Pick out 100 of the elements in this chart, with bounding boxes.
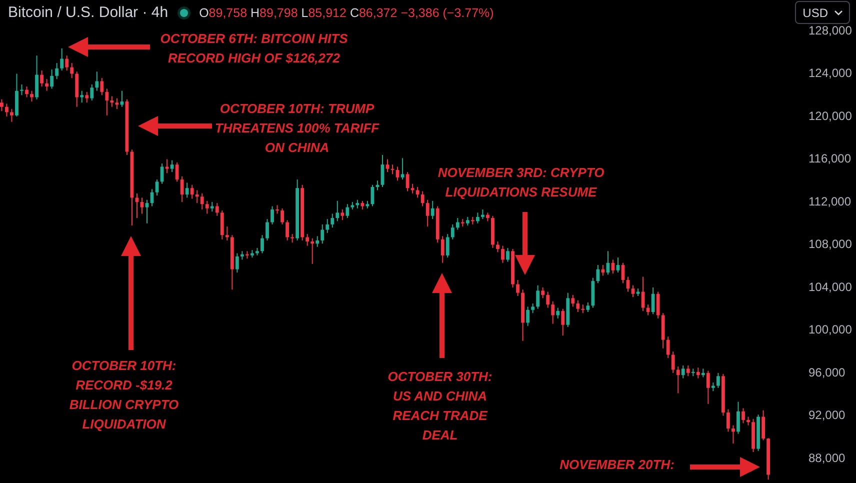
candlestick	[316, 236, 320, 248]
candlestick	[55, 62, 59, 80]
y-tick-label: 128,000	[808, 23, 852, 38]
candlestick	[641, 276, 645, 312]
candlestick	[716, 372, 720, 388]
y-tick-label: 96,000	[808, 365, 846, 380]
candlestick	[70, 62, 74, 79]
candlestick	[346, 204, 350, 218]
candlestick	[586, 302, 590, 313]
annotation: OCTOBER 10TH: TRUMP THREATENS 100% TARIFF ON CHINA	[214, 101, 380, 155]
candlestick	[225, 226, 229, 241]
candlestick	[5, 103, 8, 117]
y-axis-title: USD	[802, 6, 828, 20]
candlestick	[45, 78, 48, 92]
candlestick	[205, 200, 209, 214]
candlestick	[30, 90, 34, 102]
annotation: OCTOBER 10TH: RECORD -$19.2 BILLION CRYPTO LIQUIDATION	[69, 358, 179, 432]
candlestick	[420, 190, 424, 207]
candlestick	[481, 208, 484, 220]
candlestick	[60, 48, 64, 72]
candlestick	[145, 199, 149, 224]
candlestick	[170, 160, 174, 173]
y-tick-label: 88,000	[808, 450, 846, 465]
candlestick	[456, 217, 460, 230]
candlestick	[696, 367, 700, 379]
candlestick	[410, 183, 414, 194]
candlestick	[185, 182, 189, 198]
candlestick	[215, 202, 219, 216]
candlestick	[616, 257, 620, 273]
candlestick	[135, 192, 139, 218]
candlestick	[0, 98, 4, 112]
candlestick	[556, 307, 560, 319]
annotation: OCTOBER 6TH: BITCOIN HITS RECORD HIGH OF $126,272	[160, 31, 348, 66]
candlestick	[446, 234, 450, 258]
candlestick	[516, 279, 520, 296]
candlestick	[336, 200, 340, 222]
y-tick-label: 104,000	[808, 280, 852, 294]
candlestick	[726, 408, 730, 432]
candlestick	[180, 176, 184, 202]
candlestick	[762, 410, 765, 441]
candlestick	[175, 162, 179, 182]
candlestick	[601, 264, 605, 276]
candlestick	[400, 158, 404, 180]
y-tick-label: 100,000	[808, 322, 852, 337]
candlestick	[501, 245, 504, 264]
candlestick	[576, 300, 580, 313]
candlestick	[706, 370, 710, 404]
candlestick	[571, 294, 575, 308]
candlestick	[506, 247, 510, 262]
chart-title: Bitcoin / U.S. Dollar · 4h	[8, 4, 168, 21]
candlestick	[681, 364, 685, 379]
annotation: OCTOBER 30TH: US AND CHINA REACH TRADE DEAL	[388, 369, 492, 442]
candlestick	[20, 84, 24, 96]
candlestick	[546, 291, 550, 308]
y-tick-label: 92,000	[808, 408, 846, 422]
candlestick	[416, 186, 420, 198]
candlestick	[105, 88, 109, 116]
candlestick	[306, 234, 310, 246]
candlestick	[406, 172, 410, 192]
candlestick	[65, 55, 69, 72]
candlestick	[386, 158, 390, 173]
annotation: NOVEMBER 20TH:	[560, 457, 674, 472]
candlestick	[656, 291, 660, 319]
candlestick	[742, 408, 745, 424]
candlestick	[80, 90, 84, 104]
candlestick	[286, 220, 289, 241]
candlestick	[95, 71, 99, 92]
candlestick	[426, 199, 430, 228]
candlestick	[120, 90, 124, 108]
candlestick	[676, 366, 680, 394]
candlestick	[75, 71, 79, 108]
candlestick	[736, 401, 740, 434]
candlestick	[140, 197, 144, 214]
candlestick	[440, 236, 444, 264]
candlestick	[266, 218, 269, 241]
candlestick	[25, 86, 28, 98]
candlestick	[280, 208, 284, 225]
candlestick	[85, 91, 89, 104]
candlestick	[320, 224, 324, 244]
candlestick	[270, 206, 274, 225]
candlestick	[430, 200, 434, 220]
candlestick	[666, 336, 670, 358]
candlestick	[220, 210, 224, 240]
candlestick	[596, 264, 600, 284]
candlestick	[110, 96, 114, 108]
candlestick	[536, 284, 540, 310]
candlestick	[235, 252, 239, 273]
candlestick	[100, 78, 104, 96]
candlestick	[646, 304, 650, 316]
candlestick	[195, 190, 199, 204]
candlestick	[326, 218, 330, 234]
candlestick	[10, 108, 14, 122]
text: O89,758 H89,798 L85,912 C86,372 −3,386 (−3.77%)	[199, 6, 494, 20]
candlestick	[165, 158, 169, 174]
candlestick	[210, 201, 214, 212]
candlestick	[671, 351, 675, 374]
candlestick	[541, 286, 545, 299]
candlestick	[155, 179, 159, 196]
candlestick	[340, 208, 344, 221]
y-tick-label: 108,000	[808, 237, 852, 252]
